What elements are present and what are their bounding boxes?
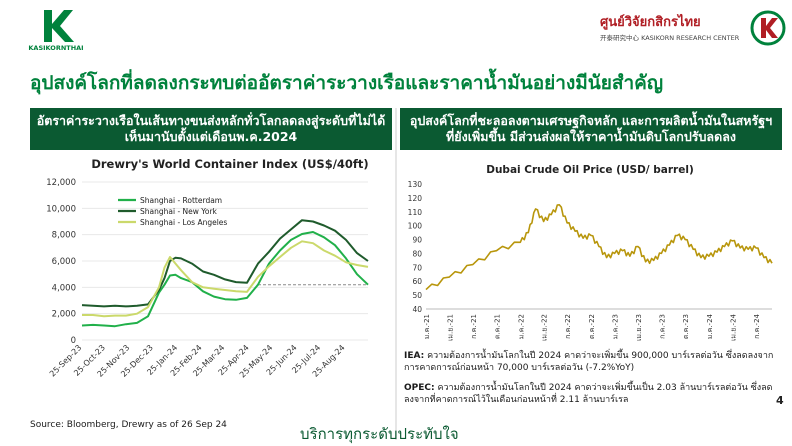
iea-label: IEA: <box>404 351 425 361</box>
oil-x-tick-label: ต.ค.-23 <box>682 314 690 339</box>
oil-x-tick-label: ต.ค.-21 <box>494 314 502 339</box>
left-logo-text: KASIKORNTHAI <box>28 44 83 52</box>
panel-divider <box>395 108 397 440</box>
oil-x-tick-label: เม.ย.-22 <box>541 314 549 341</box>
container-y-tick-label: 2,000 <box>52 310 76 320</box>
container-y-tick-label: 4,000 <box>52 283 76 293</box>
container-chart-title: Drewry's World Container Index (US$/40ft… <box>91 157 368 171</box>
oil-y-tick-label: 110 <box>408 208 423 217</box>
oil-chart-title: Dubai Crude Oil Price (USD/ barrel) <box>486 164 694 176</box>
oil-x-tick-label: ก.ค.-24 <box>753 313 761 338</box>
oil-y-tick-label: 130 <box>408 180 423 189</box>
oil-x-tick-label: ม.ค.-21 <box>423 314 431 339</box>
footer-slogan: บริการทุกระดับประทับใจ <box>300 425 459 443</box>
dubai-oil-chart: Dubai Crude Oil Price (USD/ barrel) 40 50 6… <box>408 164 773 341</box>
page-title: อุปสงค์โลกที่ลดลงกระทบต่ออัตราค่าระวางเร… <box>30 72 664 94</box>
opec-text: ความต้องการน้ำมันโลกในปี 2024 คาดว่าจะเพ… <box>404 383 773 406</box>
container-index-chart: Drewry's World Container Index (US$/40ft… <box>46 157 369 379</box>
oil-x-tick-label: ม.ค.-22 <box>517 314 525 339</box>
container-y-tick-label: 0 <box>71 336 76 346</box>
iea-text: ความต้องการน้ำมันโลกในปี 2024 คาดว่าจะเพ… <box>404 351 774 374</box>
oil-y-tick-label: 40 <box>412 305 422 314</box>
oil-x-tick-label: ม.ค.-24 <box>706 313 714 339</box>
source-note: Source: Bloomberg, Drewry as of 26 Sep 2… <box>30 420 227 430</box>
container-legend-label: Shanghai - Los Angeles <box>140 218 227 227</box>
container-y-tick-label: 8,000 <box>52 231 76 241</box>
container-legend-label: Shanghai - New York <box>140 207 218 216</box>
page-number: 4 <box>776 394 784 407</box>
oil-x-tick-label: เม.ย.-23 <box>635 314 643 341</box>
oil-y-tick-label: 70 <box>412 263 422 272</box>
oil-x-tick-label: เม.ย.-21 <box>446 314 454 341</box>
container-y-tick-label: 12,000 <box>46 178 76 188</box>
left-panel-header: อัตราค่าระวางเรือในเส้นทางขนส่งหลักทั่วโ… <box>30 108 392 150</box>
container-series-line-1 <box>81 231 369 328</box>
container-series-line-2 <box>81 219 369 308</box>
iea-note: IEA: ความต้องการน้ำมันโลกในปี 2024 คาดว่… <box>404 350 774 374</box>
oil-x-tick-label: ต.ค.-22 <box>588 314 596 339</box>
container-y-tick-label: 6,000 <box>52 257 76 267</box>
forecast-notes: IEA: ความต้องการน้ำมันโลกในปี 2024 คาดว่… <box>404 350 774 415</box>
oil-y-tick-label: 100 <box>408 222 423 231</box>
kresearch-logo: ศูนย์วิจัยกสิกรไทย 开泰研究中心 KASIKORN RESEA… <box>600 8 786 48</box>
oil-x-tick-label: ม.ค.-23 <box>612 314 620 339</box>
opec-note: OPEC: ความต้องการน้ำมันโลกในปี 2024 คาดว… <box>404 382 774 406</box>
oil-y-tick-label: 50 <box>412 291 422 300</box>
oil-x-tick-label: ก.ค.-23 <box>658 314 666 339</box>
container-series-line-3 <box>82 240 369 318</box>
right-logo-title: ศูนย์วิจัยกสิกรไทย <box>600 15 701 30</box>
oil-y-tick-label: 90 <box>412 236 422 245</box>
oil-x-tick-label: ก.ค.-22 <box>564 314 572 339</box>
container-y-tick-label: 10,000 <box>46 204 76 214</box>
opec-label: OPEC: <box>404 383 435 394</box>
container-legend-label: Shanghai - Rotterdam <box>140 196 222 205</box>
kasikorn-k-icon <box>44 10 74 42</box>
oil-y-tick-label: 60 <box>412 277 422 286</box>
right-logo-subtitle: 开泰研究中心 KASIKORN RESEARCH CENTER <box>600 34 740 42</box>
kasikornthai-logo: KASIKORNTHAI <box>28 10 84 52</box>
oil-series-line <box>425 203 773 291</box>
oil-x-tick-label: เม.ย.-24 <box>729 313 737 341</box>
oil-x-tick-label: ก.ค.-21 <box>470 314 478 339</box>
right-panel-header: อุปสงค์โลกที่ชะลอลงตามเศรษฐกิจหลัก และกา… <box>400 108 782 150</box>
oil-y-tick-label: 80 <box>412 249 422 258</box>
kresearch-emblem-icon <box>750 10 786 46</box>
oil-y-tick-label: 120 <box>408 194 423 203</box>
